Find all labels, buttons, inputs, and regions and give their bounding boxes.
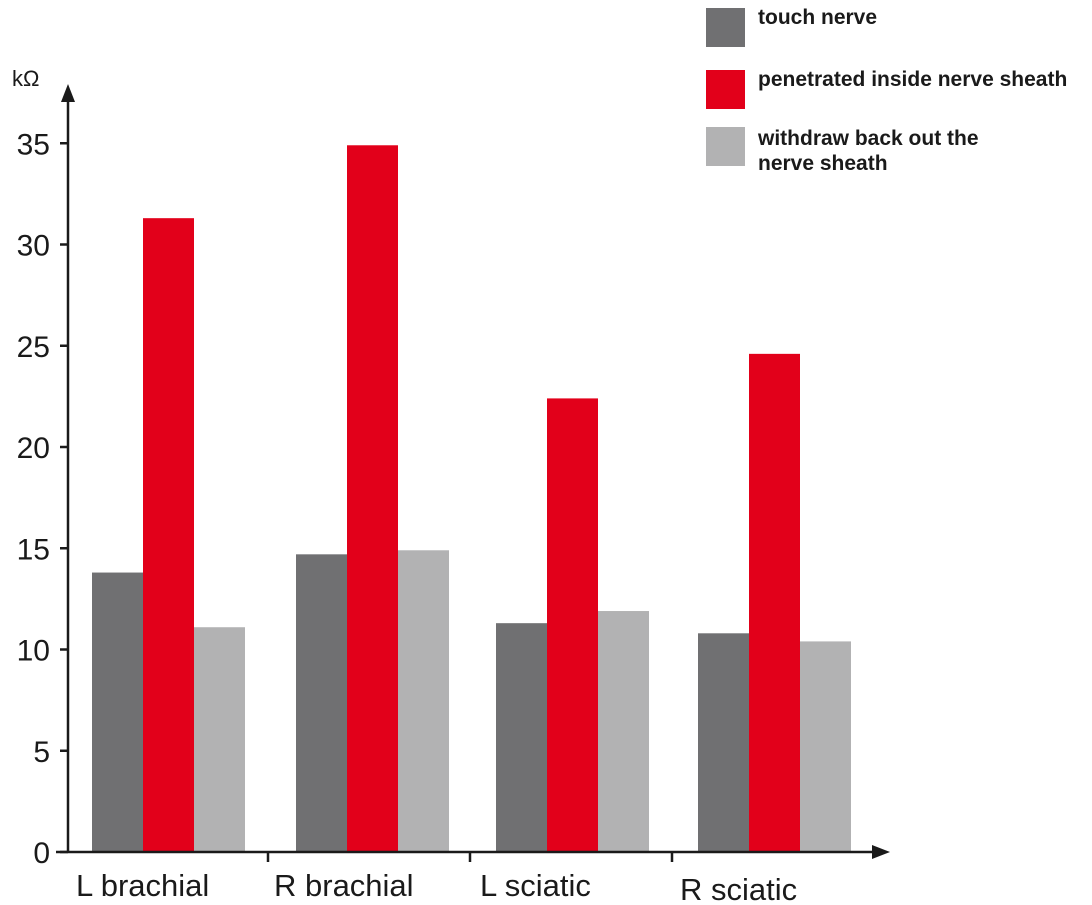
x-category-label: R brachial (274, 868, 414, 903)
bar-2-2 (598, 611, 649, 852)
legend-swatch (706, 127, 745, 166)
bar-2-0 (496, 623, 547, 852)
y-axis-unit-label: kΩ (12, 66, 39, 91)
x-category-label: R sciatic (680, 872, 797, 905)
bars-group (92, 145, 851, 853)
y-tick-label: 5 (33, 736, 50, 769)
legend-label: nerve sheath (758, 152, 888, 175)
bar-3-1 (749, 353, 800, 852)
y-tick-label: 0 (33, 837, 50, 870)
legend-label: penetrated inside nerve sheath (758, 68, 1067, 91)
y-tick-label: 15 (17, 533, 50, 566)
y-tick-label: 20 (17, 432, 50, 465)
legend-label: withdraw back out the (757, 127, 979, 150)
x-axis-arrow (872, 845, 890, 859)
bar-1-0 (296, 554, 347, 852)
x-ticks-group: L brachial R brachial L sciatic R sciatic (76, 852, 797, 905)
y-tick-label: 30 (17, 230, 50, 263)
y-tick-label: 25 (17, 331, 50, 364)
bar-0-0 (92, 572, 143, 852)
bar-1-2 (398, 550, 449, 852)
legend-label: touch nerve (758, 6, 877, 29)
bar-0-2 (194, 627, 245, 852)
axes-group: kΩ (12, 66, 890, 859)
bar-3-2 (800, 641, 851, 852)
bar-2-1 (547, 398, 598, 852)
y-ticks-group: 0 5 10 15 20 25 30 35 (17, 128, 68, 870)
x-category-label: L brachial (76, 868, 209, 903)
legend-swatch (706, 8, 745, 47)
y-tick-label: 10 (17, 635, 50, 668)
x-category-label: L sciatic (480, 868, 591, 903)
y-axis-arrow (61, 84, 75, 102)
legend-swatch (706, 70, 745, 109)
legend: touch nerve penetrated inside nerve sheat… (706, 6, 1067, 175)
y-tick-label: 35 (17, 128, 50, 161)
bar-1-1 (347, 145, 398, 852)
bar-0-1 (143, 218, 194, 853)
bar-3-0 (698, 633, 749, 852)
